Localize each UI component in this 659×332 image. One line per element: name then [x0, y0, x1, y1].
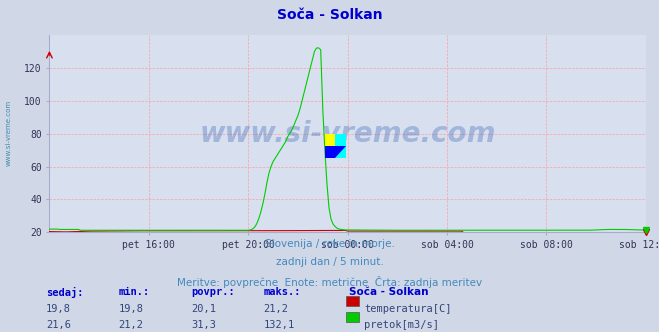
Text: Soča - Solkan: Soča - Solkan: [277, 8, 382, 22]
Text: temperatura[C]: temperatura[C]: [364, 304, 452, 314]
Text: Slovenija / reke in morje.: Slovenija / reke in morje.: [264, 239, 395, 249]
Text: Meritve: povprečne  Enote: metrične  Črta: zadnja meritev: Meritve: povprečne Enote: metrične Črta:…: [177, 276, 482, 288]
Text: povpr.:: povpr.:: [191, 287, 235, 297]
Text: 31,3: 31,3: [191, 320, 216, 330]
Bar: [325, 146, 345, 158]
Text: 19,8: 19,8: [119, 304, 144, 314]
Text: Soča - Solkan: Soča - Solkan: [349, 287, 429, 297]
Polygon shape: [335, 146, 345, 158]
Text: maks.:: maks.:: [264, 287, 301, 297]
Text: sedaj:: sedaj:: [46, 287, 84, 298]
Text: zadnji dan / 5 minut.: zadnji dan / 5 minut.: [275, 257, 384, 267]
Text: pretok[m3/s]: pretok[m3/s]: [364, 320, 440, 330]
Text: 132,1: 132,1: [264, 320, 295, 330]
Text: www.si-vreme.com: www.si-vreme.com: [200, 120, 496, 148]
Text: www.si-vreme.com: www.si-vreme.com: [5, 100, 11, 166]
Text: 21,6: 21,6: [46, 320, 71, 330]
Text: 21,2: 21,2: [119, 320, 144, 330]
Bar: [335, 133, 345, 146]
Text: min.:: min.:: [119, 287, 150, 297]
Text: 20,1: 20,1: [191, 304, 216, 314]
Text: 21,2: 21,2: [264, 304, 289, 314]
Text: 19,8: 19,8: [46, 304, 71, 314]
Bar: [325, 133, 335, 146]
